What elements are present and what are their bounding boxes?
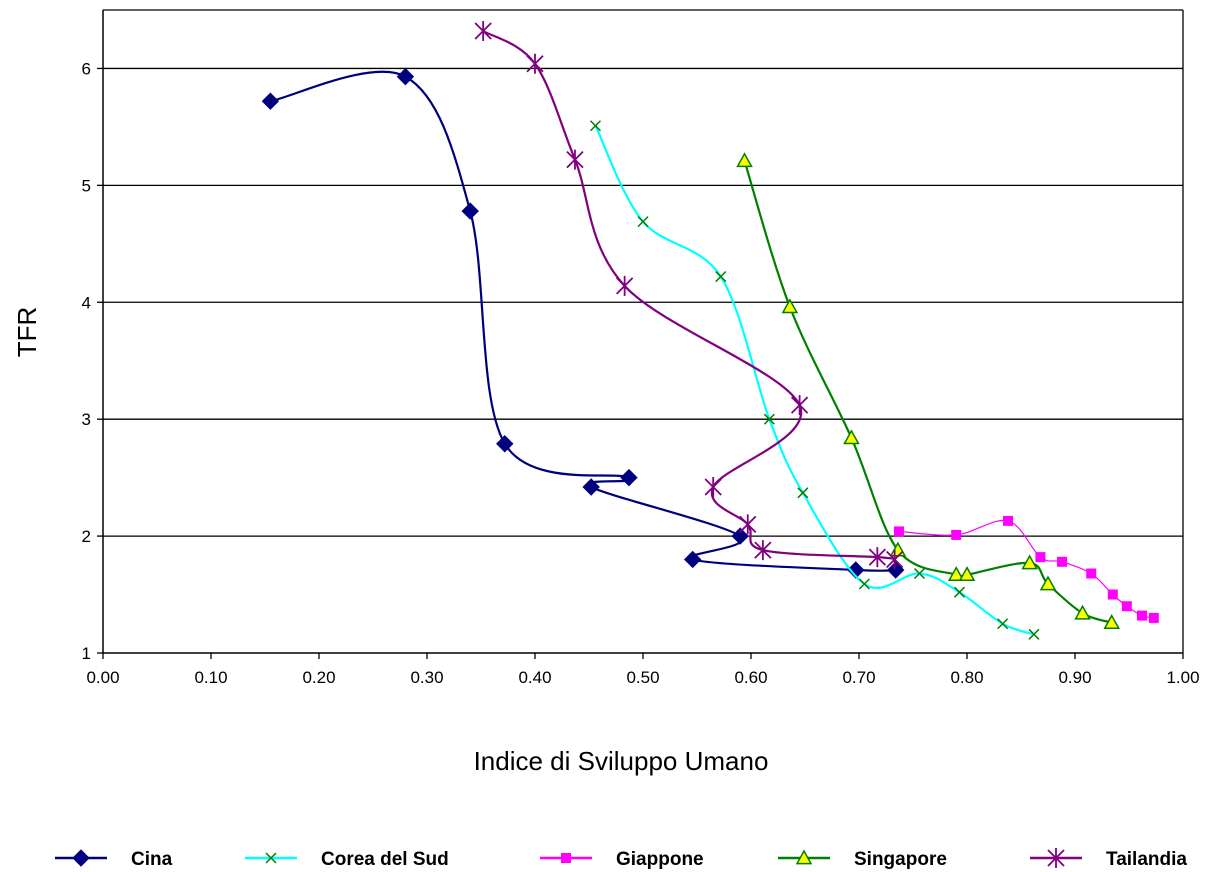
data-point [704, 476, 722, 497]
y-tick-label: 5 [82, 176, 91, 195]
data-point [1057, 556, 1068, 567]
data-point [1028, 628, 1040, 640]
data-point [997, 618, 1009, 630]
legend-item-cina: Cina [55, 849, 173, 870]
y-tick-label: 1 [82, 644, 91, 663]
legend-label: Giappone [616, 849, 704, 870]
data-point [847, 561, 865, 579]
plot-area [103, 10, 1183, 653]
y-tick-label: 4 [82, 293, 91, 312]
series-tailandia [474, 21, 904, 570]
data-point [947, 566, 965, 582]
data-point [620, 468, 638, 487]
x-tick-label: 0.00 [86, 668, 119, 687]
x-tick-label: 0.40 [518, 668, 551, 687]
data-point [566, 149, 584, 170]
x-tick-label: 0.60 [734, 668, 767, 687]
data-point [1003, 515, 1014, 526]
data-point [461, 202, 479, 220]
y-axis-title: TFR [12, 307, 42, 358]
legend-label: Cina [131, 849, 173, 870]
data-point [526, 53, 544, 74]
series-singapore [736, 152, 1120, 629]
data-point [763, 413, 775, 425]
x-tick-label: 0.10 [194, 668, 227, 687]
legend-label: Singapore [854, 849, 947, 870]
x-tick-label: 1.00 [1166, 668, 1199, 687]
x-tick-label: 0.90 [1058, 668, 1091, 687]
legend-swatch-marker [795, 849, 813, 865]
legend: Cina Corea del Sud Giappone Singapore Tailan… [55, 848, 1187, 870]
data-point [797, 487, 809, 499]
legend-item-corea-del-sud: Corea del Sud [245, 849, 449, 870]
x-tick-label: 0.70 [842, 668, 875, 687]
data-point [893, 526, 904, 537]
axes: 1 2 3 4 5 6 0.00 0.10 0.20 0.30 0.40 0.50 0.60 0.70 0.… [82, 10, 1200, 687]
data-point [715, 271, 727, 283]
series-corea-del-sud [589, 120, 1040, 640]
data-point [951, 529, 962, 540]
legend-label: Corea del Sud [321, 849, 449, 870]
data-point [1021, 554, 1038, 570]
data-point [1103, 614, 1120, 629]
data-point [731, 527, 749, 545]
y-tick-label: 3 [82, 410, 91, 429]
data-point [1136, 610, 1147, 621]
data-point [868, 547, 886, 568]
data-point [474, 21, 492, 42]
data-point [953, 586, 965, 598]
x-tick-label: 0.80 [950, 668, 983, 687]
legend-swatch-marker [265, 852, 277, 864]
legend-item-singapore: Singapore [778, 849, 947, 870]
series-line [898, 519, 1154, 619]
data-point [754, 540, 772, 561]
legend-swatch-marker [561, 853, 571, 863]
data-point [637, 216, 649, 228]
series-line [482, 30, 895, 561]
legend-swatch-marker [72, 849, 90, 867]
data-point [736, 152, 753, 168]
data-point [496, 435, 514, 453]
x-tick-label: 0.30 [410, 668, 443, 687]
data-point [1035, 552, 1046, 563]
legend-swatch-marker [1047, 848, 1065, 868]
series-giappone [893, 515, 1159, 623]
data-point [1086, 568, 1097, 579]
data-point [887, 561, 905, 579]
data-point [913, 567, 926, 580]
data-point [843, 429, 860, 445]
data-point [958, 566, 976, 582]
data-point [739, 514, 757, 535]
data-point [582, 478, 600, 496]
series-cina [261, 67, 905, 579]
data-point [1107, 589, 1118, 600]
y-tick-label: 6 [82, 59, 91, 78]
series-layer [261, 21, 1159, 640]
data-point [616, 275, 634, 296]
legend-item-tailandia: Tailandia [1030, 848, 1187, 870]
data-point [1039, 575, 1057, 591]
y-tick-label: 2 [82, 527, 91, 546]
data-point [781, 298, 799, 314]
data-point [886, 549, 904, 570]
data-point [261, 92, 280, 110]
x-tick-label: 0.50 [626, 668, 659, 687]
x-axis-title: Indice di Sviluppo Umano [474, 746, 769, 776]
data-point [1121, 601, 1132, 612]
data-point [858, 578, 870, 590]
data-point [589, 120, 602, 132]
data-point [683, 550, 702, 569]
data-point [790, 395, 809, 416]
x-tick-label: 0.20 [302, 668, 335, 687]
data-point [1074, 604, 1091, 620]
legend-item-giappone: Giappone [540, 849, 704, 870]
data-point [396, 67, 415, 86]
legend-label: Tailandia [1106, 849, 1187, 870]
data-point [1148, 612, 1159, 623]
